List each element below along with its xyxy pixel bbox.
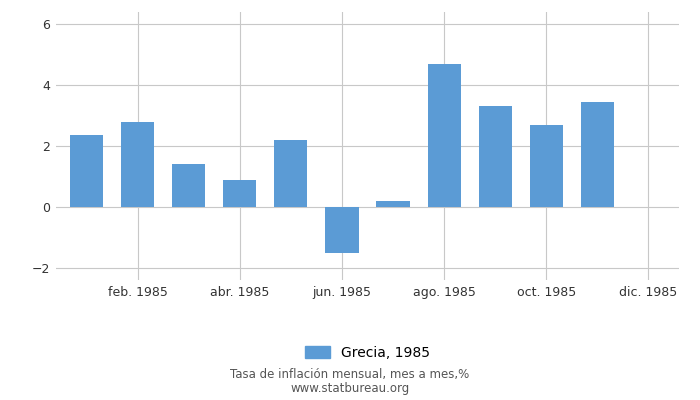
Bar: [479, 106, 512, 207]
Bar: [428, 64, 461, 207]
Text: www.statbureau.org: www.statbureau.org: [290, 382, 410, 395]
Bar: [121, 122, 154, 207]
Bar: [274, 140, 307, 207]
Legend: Grecia, 1985: Grecia, 1985: [305, 346, 430, 360]
Bar: [326, 207, 358, 252]
Bar: [172, 164, 205, 207]
Bar: [530, 125, 563, 207]
Text: Tasa de inflación mensual, mes a mes,%: Tasa de inflación mensual, mes a mes,%: [230, 368, 470, 381]
Bar: [223, 180, 256, 207]
Bar: [581, 102, 614, 207]
Bar: [377, 201, 410, 207]
Bar: [70, 135, 103, 207]
